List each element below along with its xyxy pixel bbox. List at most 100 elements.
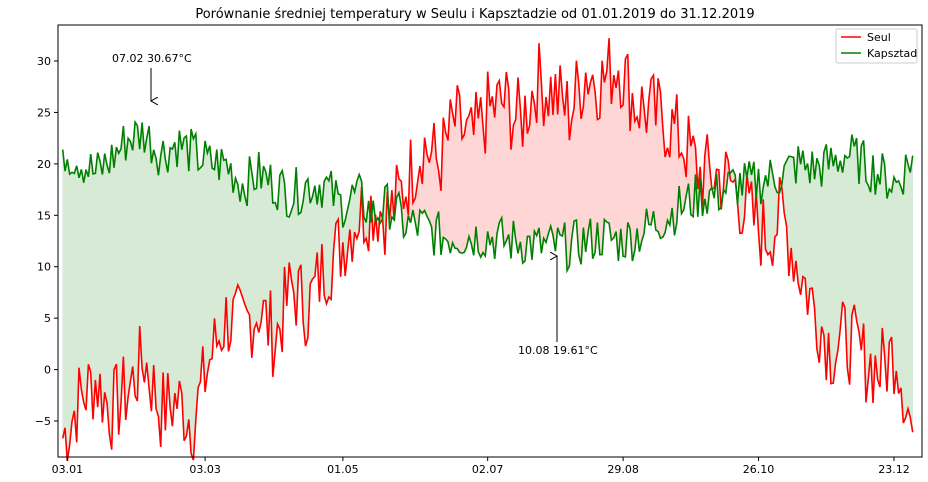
- fill-segment: [67, 159, 70, 461]
- series-line-seul: [61, 38, 914, 461]
- fill-segment: [195, 133, 199, 420]
- fill-segment: [853, 138, 857, 321]
- fill-segment: [183, 135, 187, 441]
- chart-title: Porównanie średniej temperatury w Seulu …: [195, 7, 754, 22]
- annotation-label: 07.02 30.67°C: [112, 52, 192, 65]
- fill-segment: [235, 178, 239, 294]
- fill-segment: [209, 145, 213, 361]
- y-tick-label: 25: [37, 106, 51, 119]
- fill-segment: [172, 142, 176, 427]
- fill-segment: [592, 74, 596, 259]
- fill-segment: [83, 169, 87, 411]
- fill-segment: [545, 97, 549, 243]
- fill-segment: [800, 150, 804, 295]
- fill-segment: [492, 96, 495, 259]
- fill-segment: [176, 130, 180, 409]
- fill-segment: [851, 134, 855, 316]
- y-tick-label: 10: [37, 261, 51, 274]
- fill-segment: [62, 149, 66, 439]
- fill-segment: [905, 154, 909, 418]
- fill-segment: [148, 126, 152, 412]
- fill-segment: [186, 136, 190, 437]
- fill-segment: [562, 95, 566, 237]
- x-tick-label: 02.07: [472, 463, 504, 476]
- fill-segment: [127, 137, 131, 398]
- fill-segment: [832, 154, 836, 384]
- fill-segment: [141, 122, 145, 383]
- fill-segment: [221, 149, 225, 352]
- fill-segment: [667, 147, 671, 226]
- fill-segment: [816, 158, 820, 363]
- fill-segment: [450, 99, 453, 254]
- fill-segment: [860, 140, 864, 351]
- fill-segment: [837, 160, 841, 351]
- fill-segment: [130, 141, 134, 382]
- series-lines: [61, 38, 914, 461]
- fill-segment: [312, 185, 316, 280]
- fill-segment: [97, 152, 101, 408]
- fill-areas: [62, 38, 913, 461]
- fill-segment: [328, 170, 332, 301]
- y-tick-label: −5: [35, 415, 51, 428]
- fill-segment: [81, 169, 84, 403]
- fill-segment: [842, 155, 846, 308]
- fill-segment: [158, 155, 162, 448]
- fill-segment: [797, 146, 801, 295]
- fill-segment: [613, 75, 617, 238]
- fill-segment: [207, 145, 211, 374]
- fill-segment: [232, 178, 236, 300]
- legend: Seul Kapsztad: [835, 28, 918, 64]
- fill-segment: [228, 163, 232, 352]
- fill-segment: [604, 71, 608, 223]
- fill-segment: [830, 147, 834, 384]
- fill-segment: [457, 85, 460, 254]
- y-tick-label: 15: [37, 209, 51, 222]
- fill-segment: [242, 183, 246, 305]
- fill-segment: [88, 154, 91, 373]
- fill-segment: [95, 152, 98, 408]
- fill-segment: [106, 164, 110, 435]
- fill-segment: [326, 176, 330, 304]
- fill-segment: [74, 165, 77, 443]
- x-axis: 03.01 03.03 01.05 02.07 29.08 26.10 23.12: [52, 457, 910, 476]
- fill-segment: [907, 164, 911, 418]
- fill-segment: [279, 170, 283, 353]
- plot-frame: [57, 24, 923, 458]
- fill-segment: [452, 113, 456, 249]
- fill-segment: [835, 154, 839, 363]
- fill-segment: [846, 155, 850, 385]
- fill-segment: [309, 196, 313, 285]
- fill-segment: [113, 147, 117, 370]
- fill-segment: [874, 174, 878, 380]
- fill-segment: [464, 119, 467, 253]
- y-axis: −5 0 5 10 15 20 25 30: [35, 55, 58, 428]
- fill-segment: [244, 195, 248, 311]
- fill-segment: [298, 211, 302, 271]
- fill-segment: [478, 97, 481, 258]
- fill-segment: [104, 153, 108, 404]
- fill-segment: [125, 138, 129, 420]
- fill-segment: [146, 126, 150, 389]
- fill-segment: [71, 171, 75, 422]
- fill-segment: [78, 169, 82, 390]
- x-tick-label: 03.03: [189, 463, 221, 476]
- fill-segment: [167, 147, 171, 408]
- x-tick-label: 26.10: [743, 463, 775, 476]
- fill-segment: [64, 159, 68, 461]
- fill-segment: [109, 144, 113, 450]
- fill-segment: [657, 78, 661, 239]
- fill-segment: [190, 129, 194, 461]
- fill-segment: [893, 176, 897, 395]
- fill-segment: [260, 166, 264, 322]
- fill-segment: [910, 155, 913, 433]
- fill-segment: [896, 180, 899, 394]
- fill-segment: [898, 180, 902, 394]
- fill-segment: [102, 153, 106, 423]
- fill-segment: [489, 96, 493, 246]
- legend-label-seul: Seul: [867, 31, 891, 44]
- fill-segment: [690, 135, 694, 218]
- fill-segment: [174, 142, 178, 409]
- fill-segment: [134, 121, 138, 402]
- fill-segment: [179, 130, 183, 394]
- fill-segment: [193, 133, 197, 461]
